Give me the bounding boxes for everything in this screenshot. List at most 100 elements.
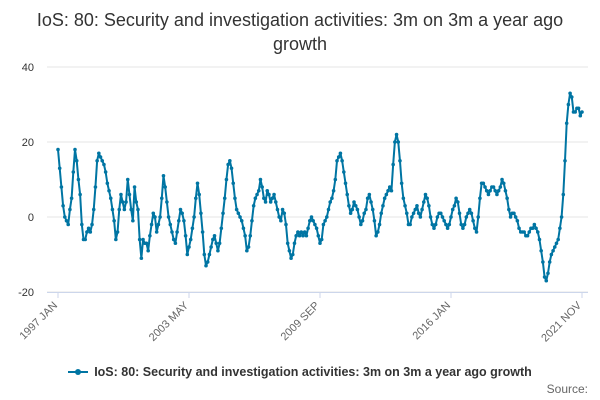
- data-point[interactable]: [212, 233, 217, 238]
- data-point[interactable]: [178, 207, 183, 212]
- data-point[interactable]: [151, 211, 156, 216]
- data-point[interactable]: [360, 218, 365, 223]
- data-point[interactable]: [255, 192, 259, 197]
- data-point[interactable]: [561, 192, 566, 197]
- data-point[interactable]: [580, 110, 584, 114]
- data-point[interactable]: [248, 233, 253, 238]
- data-point[interactable]: [481, 181, 486, 186]
- data-point[interactable]: [250, 218, 254, 223]
- data-point[interactable]: [69, 196, 74, 201]
- data-point[interactable]: [350, 207, 355, 212]
- data-point[interactable]: [311, 218, 315, 223]
- data-point[interactable]: [161, 173, 166, 178]
- data-point[interactable]: [238, 215, 242, 219]
- data-point[interactable]: [569, 95, 574, 99]
- data-point[interactable]: [410, 215, 414, 219]
- data-point[interactable]: [76, 177, 81, 182]
- data-point[interactable]: [316, 233, 321, 238]
- data-point[interactable]: [176, 218, 181, 223]
- data-point[interactable]: [374, 233, 378, 238]
- data-point[interactable]: [486, 192, 491, 197]
- data-point[interactable]: [420, 207, 424, 212]
- data-point[interactable]: [66, 222, 71, 227]
- data-point[interactable]: [294, 233, 298, 238]
- data-point[interactable]: [273, 200, 278, 204]
- data-point[interactable]: [149, 222, 154, 227]
- data-point[interactable]: [423, 192, 428, 197]
- legend[interactable]: IoS: 80: Security and investigation acti…: [0, 362, 600, 382]
- data-point[interactable]: [421, 200, 426, 204]
- data-point[interactable]: [132, 185, 137, 189]
- data-point[interactable]: [239, 218, 244, 223]
- data-point[interactable]: [336, 155, 341, 159]
- data-point[interactable]: [367, 192, 372, 197]
- data-point[interactable]: [330, 196, 334, 201]
- data-point[interactable]: [289, 256, 293, 261]
- data-point[interactable]: [139, 256, 144, 261]
- data-point[interactable]: [296, 230, 300, 234]
- data-point[interactable]: [56, 147, 60, 152]
- data-point[interactable]: [199, 211, 203, 216]
- data-point[interactable]: [476, 215, 481, 219]
- data-point[interactable]: [535, 230, 540, 234]
- data-point[interactable]: [194, 196, 198, 201]
- data-point[interactable]: [231, 181, 236, 186]
- data-point[interactable]: [517, 226, 521, 231]
- data-point[interactable]: [515, 218, 520, 223]
- data-point[interactable]: [95, 158, 99, 163]
- data-point[interactable]: [110, 207, 115, 212]
- data-point[interactable]: [435, 215, 440, 219]
- data-point[interactable]: [222, 196, 227, 201]
- data-point[interactable]: [156, 222, 161, 227]
- data-point[interactable]: [445, 226, 450, 231]
- data-point[interactable]: [301, 233, 305, 238]
- data-point[interactable]: [258, 177, 263, 182]
- data-point[interactable]: [182, 218, 186, 223]
- data-point[interactable]: [415, 203, 419, 208]
- data-point[interactable]: [467, 207, 472, 212]
- data-point[interactable]: [563, 158, 567, 163]
- data-point[interactable]: [440, 215, 445, 219]
- data-point[interactable]: [98, 155, 103, 159]
- data-point[interactable]: [340, 158, 344, 163]
- data-point[interactable]: [304, 233, 309, 238]
- data-point[interactable]: [464, 215, 469, 219]
- data-point[interactable]: [202, 252, 207, 257]
- data-point[interactable]: [503, 188, 508, 193]
- data-point[interactable]: [319, 237, 324, 242]
- data-point[interactable]: [539, 248, 543, 253]
- data-point[interactable]: [403, 203, 407, 208]
- data-point[interactable]: [469, 211, 474, 216]
- data-point[interactable]: [221, 211, 225, 216]
- data-point[interactable]: [398, 158, 402, 163]
- data-point[interactable]: [500, 177, 504, 182]
- data-point[interactable]: [343, 181, 348, 186]
- data-point[interactable]: [134, 200, 139, 204]
- data-point[interactable]: [277, 215, 281, 219]
- data-point[interactable]: [578, 113, 583, 118]
- data-point[interactable]: [416, 211, 421, 216]
- data-point[interactable]: [462, 222, 467, 227]
- data-point[interactable]: [200, 230, 205, 234]
- data-point[interactable]: [433, 222, 438, 227]
- data-point[interactable]: [394, 132, 399, 137]
- data-point[interactable]: [170, 230, 174, 234]
- data-point[interactable]: [241, 226, 246, 231]
- data-point[interactable]: [328, 200, 333, 204]
- data-point[interactable]: [450, 207, 455, 212]
- data-point[interactable]: [372, 218, 377, 223]
- data-point[interactable]: [63, 215, 67, 219]
- data-point[interactable]: [556, 237, 560, 242]
- data-point[interactable]: [323, 218, 327, 223]
- data-point[interactable]: [119, 192, 123, 197]
- data-point[interactable]: [93, 185, 98, 189]
- data-point[interactable]: [335, 158, 339, 163]
- data-point[interactable]: [115, 230, 120, 234]
- data-point[interactable]: [285, 241, 290, 246]
- data-point[interactable]: [483, 185, 487, 189]
- data-point[interactable]: [325, 215, 329, 219]
- data-point[interactable]: [357, 215, 361, 219]
- data-point[interactable]: [137, 237, 142, 242]
- data-point[interactable]: [530, 226, 535, 231]
- data-point[interactable]: [498, 185, 503, 189]
